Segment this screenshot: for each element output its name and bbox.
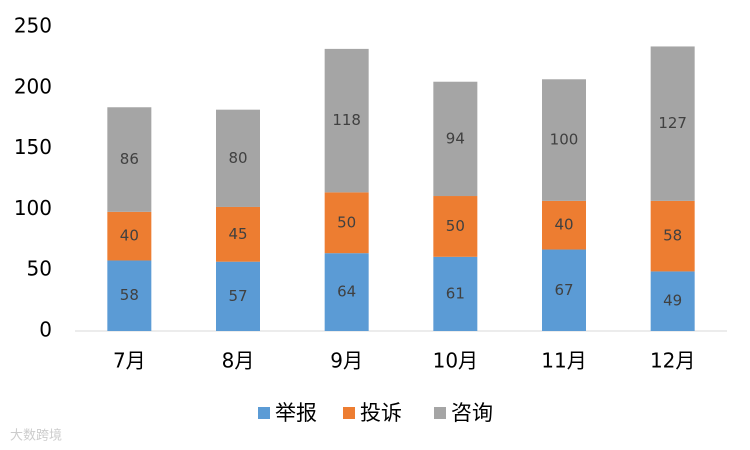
bar-segment (542, 79, 586, 201)
data-label: 94 (446, 129, 465, 147)
bar-segment (542, 249, 586, 331)
data-label: 45 (228, 225, 247, 243)
data-label: 67 (554, 281, 573, 299)
x-tick-label: 12月 (650, 349, 695, 373)
x-tick-label: 9月 (330, 349, 363, 373)
data-label: 57 (228, 287, 247, 305)
data-label: 61 (446, 284, 465, 302)
bar-segment (542, 200, 586, 250)
y-tick-label: 150 (14, 135, 52, 159)
legend-label: 咨询 (451, 401, 493, 425)
legend-swatch (434, 407, 446, 419)
data-label: 58 (120, 286, 139, 304)
data-label: 49 (663, 292, 682, 310)
data-label: 127 (658, 114, 687, 132)
bar-segment (107, 211, 152, 261)
y-tick-label: 100 (14, 196, 52, 220)
legend-swatch (343, 407, 355, 419)
legend-swatch (258, 407, 270, 419)
data-label: 64 (337, 283, 356, 301)
legend-label: 举报 (275, 401, 317, 425)
bar-segment (433, 196, 478, 257)
y-tick-label: 50 (27, 257, 52, 281)
data-label: 40 (554, 216, 573, 234)
y-tick-label: 0 (39, 318, 52, 342)
y-tick-label: 200 (14, 74, 52, 98)
x-tick-label: 7月 (113, 349, 146, 373)
bar-segment (107, 260, 152, 331)
bar-segment (216, 206, 260, 262)
x-tick-label: 8月 (222, 349, 255, 373)
watermark: 大数跨境 (10, 429, 62, 444)
data-label: 86 (120, 150, 139, 168)
bar-segment (650, 200, 695, 272)
data-label: 58 (663, 227, 682, 245)
x-tick-label: 11月 (541, 349, 586, 373)
bar-segment (650, 271, 695, 331)
data-label: 40 (120, 227, 139, 245)
x-tick-label: 10月 (433, 349, 478, 373)
bar-segment (324, 48, 369, 193)
data-label: 50 (446, 217, 465, 235)
bar-segment (324, 192, 369, 254)
data-label: 50 (337, 213, 356, 231)
y-tick-label: 250 (14, 14, 52, 38)
data-label: 80 (228, 149, 247, 167)
data-label: 118 (332, 111, 361, 129)
bar-segment (324, 253, 369, 331)
bar-segment (216, 261, 260, 331)
bar-segment (650, 46, 695, 201)
bar-segment (216, 109, 260, 207)
legend-label: 投诉 (360, 401, 402, 425)
bar-segment (433, 256, 478, 331)
bar-segment (433, 81, 478, 197)
data-label: 100 (550, 131, 579, 149)
bar-segment (107, 107, 152, 212)
